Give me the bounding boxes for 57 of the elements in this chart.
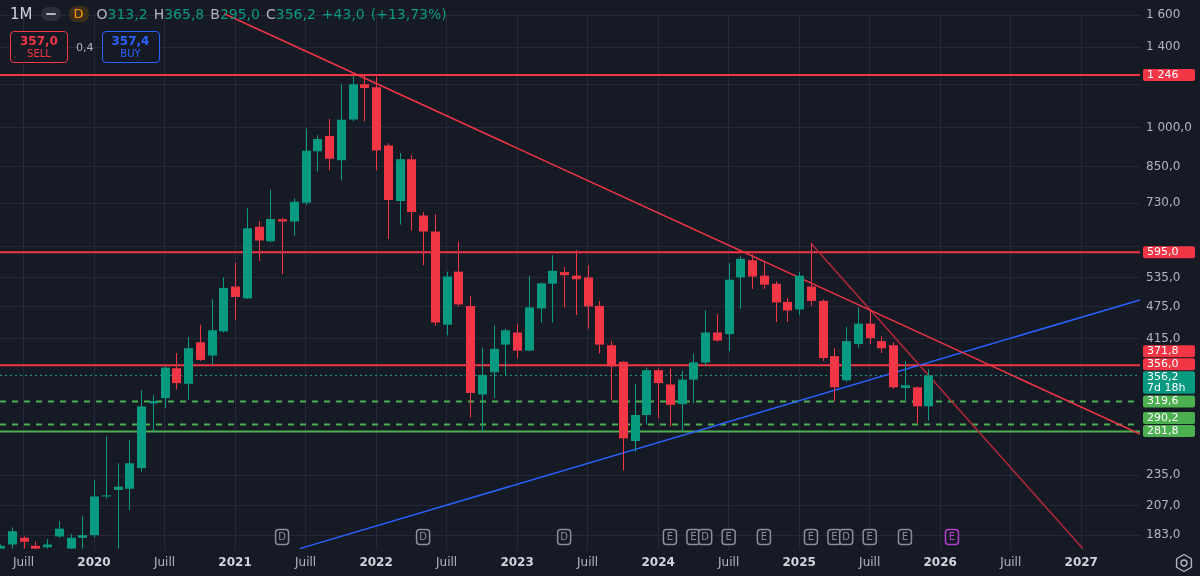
annotation: SELL <box>27 48 51 60</box>
x-tick-label: Juill <box>11 555 35 570</box>
x-tick-label: 2022 <box>359 555 393 570</box>
x-tick-label: 2020 <box>77 555 111 570</box>
y-tick-label: 850,0 <box>1146 158 1181 173</box>
y-tick-label: 1 600 <box>1146 7 1181 22</box>
chart-title: 1M <box>10 5 33 23</box>
x-tick-label: 2025 <box>782 555 816 570</box>
annotation: 357,4 <box>111 34 150 48</box>
annotation: E <box>807 531 815 543</box>
annotation: D <box>701 531 710 543</box>
annotation: D <box>278 531 287 543</box>
y-tick-label: 1 400 <box>1146 39 1181 54</box>
annotation: E <box>831 531 838 543</box>
y-tick-label: 207,0 <box>1146 497 1181 512</box>
ref-line-label: 595,0 <box>1147 245 1179 259</box>
annotation: E <box>725 531 732 543</box>
annotation: 357,0 <box>20 34 58 48</box>
annotation: D <box>419 531 428 543</box>
x-tick-label: Juill <box>999 555 1022 570</box>
ref-line-label: 356,2 7d 18h <box>1147 370 1186 394</box>
ref-line-label: 281,8 <box>1147 423 1179 437</box>
annotation: D <box>68 6 89 22</box>
annotation: E <box>948 531 956 543</box>
ref-line-label: 290,2 <box>1147 410 1179 424</box>
x-tick-label: 2024 <box>641 555 675 570</box>
x-tick-label: 2027 <box>1064 555 1098 570</box>
y-tick-label: 415,0 <box>1146 330 1181 345</box>
y-tick-label: 235,0 <box>1146 467 1181 482</box>
annotation: D <box>560 531 569 543</box>
annotation: 0,4 <box>76 40 94 54</box>
annotation: E <box>666 531 674 543</box>
annotation: BUY <box>120 48 141 60</box>
x-tick-label: Juill <box>858 555 881 570</box>
ref-line-label: 1 246 <box>1147 67 1179 81</box>
x-tick-label: 2023 <box>500 555 534 570</box>
x-tick-label: 2026 <box>923 555 957 570</box>
text: O313,2 H365,8 B295,0 C356,2 +43,0 (+13,73%) <box>96 6 447 22</box>
annotation: E <box>690 531 697 543</box>
y-tick-label: 475,0 <box>1146 298 1181 313</box>
annotation: D <box>842 531 851 543</box>
annotation: E <box>866 531 873 543</box>
annotation: E <box>760 531 768 543</box>
y-tick-label: 535,0 <box>1146 269 1181 284</box>
y-tick-label: 1 000,0 <box>1146 119 1192 134</box>
x-tick-label: Juill <box>293 555 317 570</box>
annotation: E <box>901 531 909 543</box>
x-tick-label: 2021 <box>218 555 252 570</box>
x-tick-label: Juill <box>717 555 740 570</box>
ref-line-label: 319,6 <box>1147 394 1179 408</box>
x-tick-label: Juill <box>576 555 599 570</box>
ref-line-label: 371,8 <box>1147 344 1179 358</box>
x-tick-label: Juill <box>152 555 176 570</box>
legend-label: 356,0 <box>1147 357 1179 371</box>
x-tick-label: Juill <box>435 555 458 570</box>
y-tick-label: 730,0 <box>1146 195 1181 210</box>
y-tick-label: 183,0 <box>1146 527 1181 542</box>
